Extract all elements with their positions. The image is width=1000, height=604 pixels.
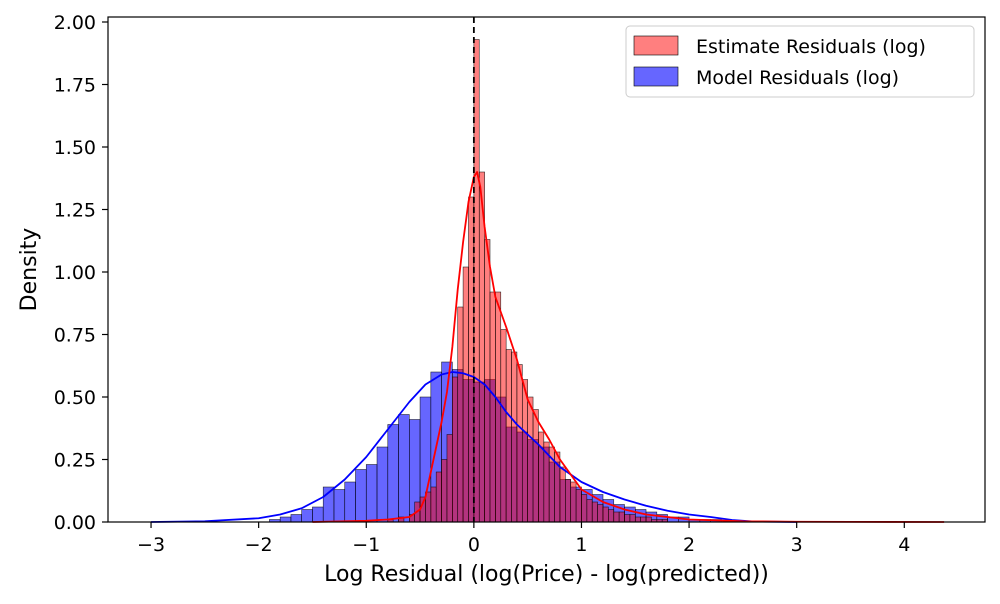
- estimate-bar: [527, 396, 534, 523]
- x-tick-label: 0: [468, 534, 480, 556]
- model-bar: [365, 464, 378, 523]
- estimate-bar: [575, 489, 582, 523]
- estimate-bar: [618, 511, 625, 523]
- estimate-bar: [629, 514, 636, 523]
- x-tick-label: 1: [575, 534, 587, 556]
- model-bar: [301, 509, 313, 523]
- estimate-bar: [532, 409, 539, 523]
- y-tick-label: 2.00: [54, 12, 96, 34]
- model-kde-line: [151, 371, 797, 523]
- y-tick-label: 0.75: [54, 325, 96, 347]
- estimate-bar: [645, 516, 652, 523]
- estimate-bar: [505, 349, 512, 523]
- estimate-bar: [624, 514, 631, 523]
- estimate-bar: [446, 434, 453, 523]
- x-tick-label: −2: [245, 534, 273, 556]
- estimate-bar: [430, 486, 437, 523]
- estimate-bar: [586, 499, 593, 523]
- estimate-bar: [489, 291, 496, 523]
- model-legend-swatch: [633, 66, 679, 87]
- x-tick-label: 4: [898, 534, 910, 556]
- legend-box: [625, 25, 975, 98]
- y-tick-label: 1.75: [54, 75, 96, 97]
- estimate-bar: [521, 379, 528, 523]
- y-axis-label: Density: [17, 228, 42, 312]
- estimate-bars: [387, 39, 668, 523]
- y-tick-label: 1.00: [54, 262, 96, 284]
- estimate-bar: [484, 239, 491, 523]
- estimate-bar: [597, 504, 604, 523]
- y-tick-label: 1.25: [54, 200, 96, 222]
- estimate-bar: [602, 506, 609, 523]
- estimate-bar: [500, 329, 507, 523]
- model-bar: [290, 514, 302, 523]
- x-tick-label: −3: [137, 534, 165, 556]
- estimate-bar: [457, 306, 464, 523]
- estimate-bar: [559, 466, 566, 523]
- model-bar: [355, 469, 367, 523]
- estimate-bar: [495, 291, 502, 523]
- model-legend-label: Model Residuals (log): [696, 67, 899, 89]
- estimate-bar: [435, 471, 442, 523]
- estimate-bar: [441, 459, 448, 523]
- model-bar: [333, 489, 346, 523]
- y-tick-label: 0.00: [54, 512, 96, 534]
- estimate-kde-line: [312, 171, 945, 523]
- estimate-bar: [452, 376, 459, 523]
- model-bar: [312, 506, 324, 523]
- y-axis-ticks: 0.00 0.25 0.50 0.75 1.00 1.25 1.50 1.75 2.00: [54, 12, 108, 534]
- estimate-bar: [581, 494, 588, 523]
- kde-layer: [151, 171, 945, 523]
- estimate-bar: [565, 479, 572, 523]
- y-tick-label: 0.50: [54, 387, 96, 409]
- model-bar: [398, 414, 410, 523]
- bars-layer: [269, 39, 722, 523]
- x-tick-label: −1: [352, 534, 380, 556]
- estimate-legend-label: Estimate Residuals (log): [696, 36, 926, 58]
- estimate-bar: [516, 364, 523, 523]
- model-bar: [279, 516, 292, 523]
- model-bar: [344, 481, 356, 523]
- x-axis-ticks: −3 −2 −1 0 1 2 3 4: [137, 522, 910, 556]
- estimate-legend-swatch: [633, 35, 679, 56]
- estimate-bar: [591, 501, 598, 523]
- model-bar: [387, 424, 399, 523]
- legend: Estimate Residuals (log) Model Residuals …: [625, 25, 975, 98]
- x-tick-label: 3: [791, 534, 803, 556]
- x-tick-label: 2: [683, 534, 695, 556]
- estimate-bar: [462, 266, 469, 523]
- model-bar: [376, 446, 389, 523]
- y-tick-label: 1.50: [54, 137, 96, 159]
- estimate-bar: [511, 351, 518, 523]
- estimate-bar: [570, 481, 577, 523]
- estimate-bar: [608, 509, 615, 523]
- estimate-bar: [613, 511, 620, 523]
- plot-frame: [107, 16, 986, 523]
- x-axis-label: Log Residual (log(Price) - log(predicted…: [324, 562, 769, 587]
- y-tick-label: 0.25: [54, 450, 96, 472]
- estimate-bar: [634, 516, 641, 523]
- estimate-bar: [640, 516, 647, 523]
